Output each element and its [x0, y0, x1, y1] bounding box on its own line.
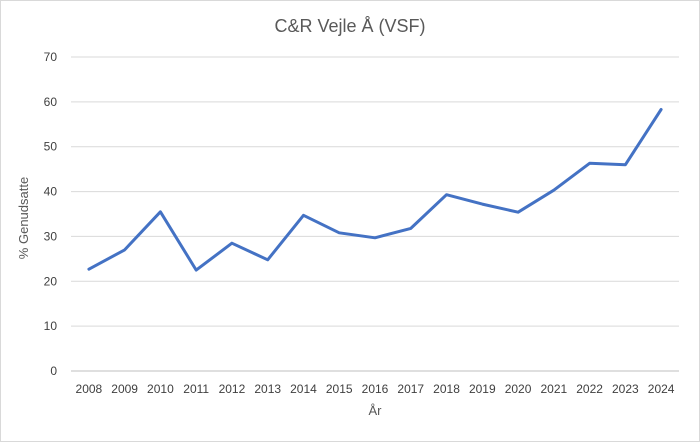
y-axis-ticks: 0 10 20 30 40 50 60 70	[44, 50, 58, 378]
y-tick-label: 40	[44, 185, 58, 199]
x-tick-label: 2012	[219, 382, 246, 396]
chart-title: C&R Vejle Å (VSF)	[274, 16, 425, 36]
x-tick-label: 2008	[76, 382, 103, 396]
y-tick-label: 30	[44, 229, 58, 243]
x-axis-ticks: 2008 2009 2010 2011 2012 2013 2014 2015 2016 2017…	[76, 382, 675, 396]
y-tick-label: 10	[44, 319, 58, 333]
y-tick-label: 50	[44, 140, 58, 154]
x-axis-label: År	[369, 403, 383, 418]
y-tick-label: 0	[50, 364, 57, 378]
x-tick-label: 2013	[254, 382, 281, 396]
x-tick-label: 2016	[362, 382, 389, 396]
x-tick-label: 2023	[612, 382, 639, 396]
x-tick-label: 2020	[505, 382, 532, 396]
x-tick-label: 2009	[111, 382, 138, 396]
y-tick-label: 60	[44, 95, 58, 109]
series-line	[87, 108, 663, 272]
x-tick-label: 2024	[648, 382, 675, 396]
x-tick-label: 2011	[183, 382, 209, 396]
x-tick-label: 2014	[290, 382, 317, 396]
x-tick-label: 2018	[433, 382, 460, 396]
x-tick-label: 2021	[540, 382, 567, 396]
x-tick-label: 2015	[326, 382, 353, 396]
x-tick-label: 2019	[469, 382, 496, 396]
x-tick-label: 2017	[397, 382, 424, 396]
x-tick-label: 2022	[576, 382, 603, 396]
y-tick-label: 70	[44, 50, 58, 64]
x-tick-label: 2010	[147, 382, 174, 396]
y-tick-label: 20	[44, 274, 58, 288]
y-axis-label: % Genudsatte	[16, 177, 31, 259]
gridlines	[71, 56, 679, 327]
series-layer	[87, 108, 663, 272]
